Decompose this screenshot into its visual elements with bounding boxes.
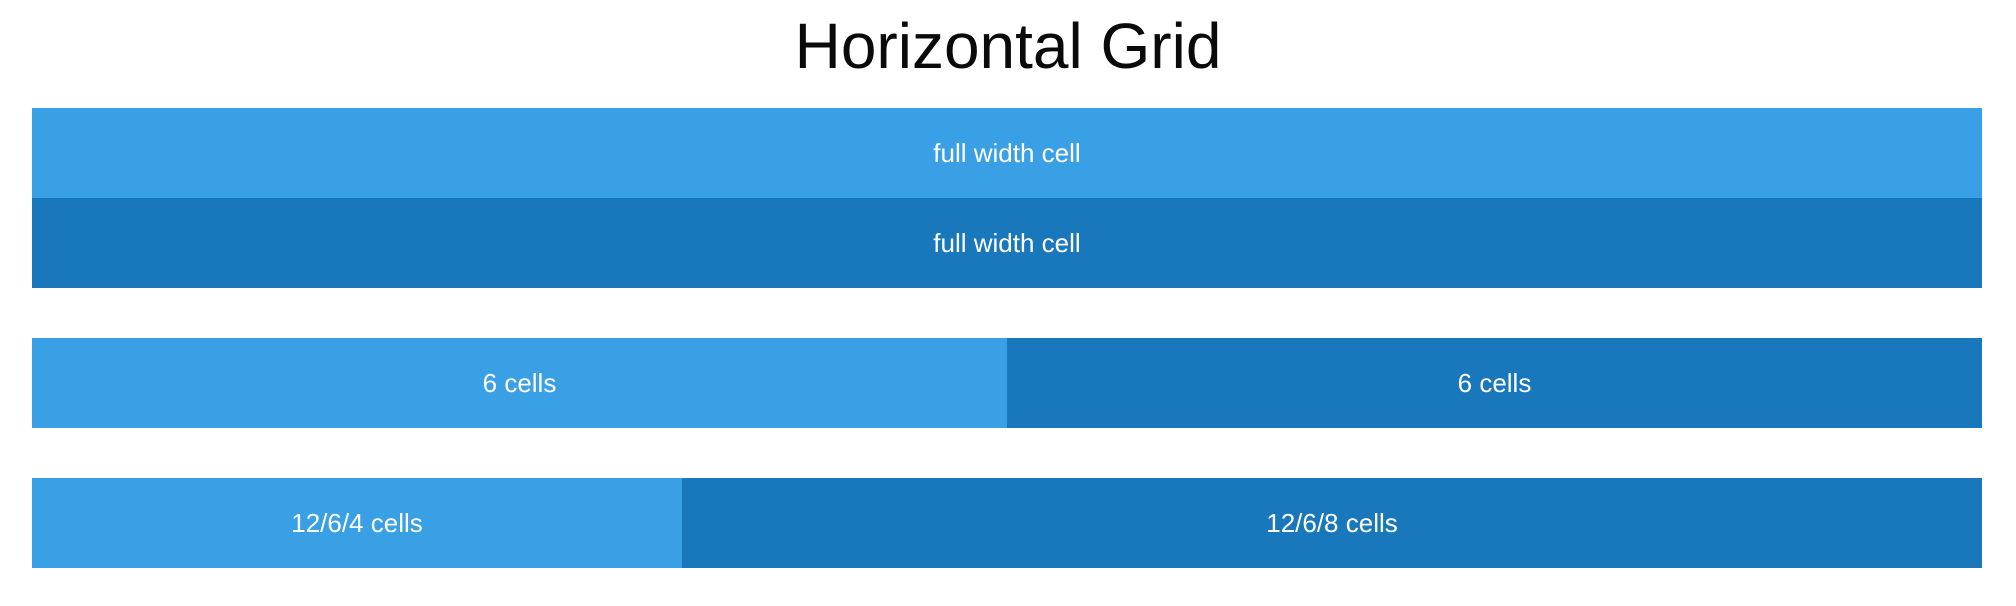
grid-cell-full-width: full width cell (32, 198, 1982, 288)
grid-row-responsive: 12/6/4 cells 12/6/8 cells (32, 478, 1982, 568)
grid-cell-6: 6 cells (32, 338, 1007, 428)
grid-cell-6: 6 cells (1007, 338, 1982, 428)
grid-row-full-width-2: full width cell (32, 198, 1982, 288)
grid-cell-12-6-8: 12/6/8 cells (682, 478, 1982, 568)
grid-cell-full-width: full width cell (32, 108, 1982, 198)
grid-row-full-width-1: full width cell (32, 108, 1982, 198)
page-title: Horizontal Grid (794, 10, 1222, 82)
grid-cell-12-6-4: 12/6/4 cells (32, 478, 682, 568)
grid-row-halves: 6 cells 6 cells (32, 338, 1982, 428)
